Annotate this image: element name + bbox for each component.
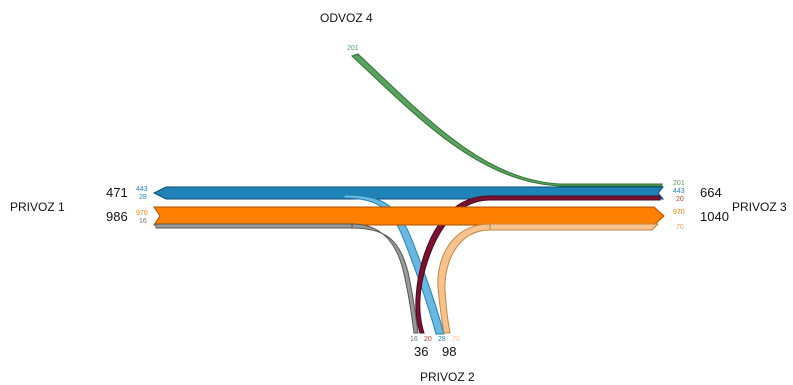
- flow-gray-band: [155, 223, 353, 229]
- flow-label-privoz1-gray: 16: [139, 218, 147, 225]
- total-privoz2-right: 98: [442, 344, 456, 359]
- flow-peach-from-privoz2: [437, 223, 491, 334]
- flow-label-privoz2-gray: 16: [410, 336, 418, 343]
- flow-label-privoz1-orange: 970: [136, 210, 148, 217]
- total-privoz1-in: 986: [106, 209, 128, 224]
- node-label-privoz1: PRIVOZ 1: [10, 200, 65, 214]
- node-label-odvoz4: ODVOZ 4: [320, 11, 373, 25]
- flow-label-privoz2-peach: 70: [452, 336, 460, 343]
- total-privoz1-out: 471: [106, 185, 128, 200]
- flow-label-privoz3-orange: 970: [673, 209, 685, 216]
- flow-label-privoz3-blue: 443: [673, 188, 685, 195]
- flow-label-privoz1-blue2: 28: [139, 194, 147, 201]
- flow-gray-to-privoz2: [351, 223, 419, 334]
- node-label-privoz3: PRIVOZ 3: [732, 200, 787, 214]
- flow-label-odvoz4: 201: [347, 45, 359, 52]
- total-privoz3-bottom: 1040: [700, 209, 729, 224]
- flow-peach-band: [489, 223, 660, 231]
- total-privoz2-left: 36: [414, 344, 428, 359]
- flow-odvoz4-to-privoz3: [351, 53, 663, 187]
- flow-label-privoz3-peach: 70: [676, 224, 684, 231]
- node-label-privoz2: PRIVOZ 2: [420, 370, 475, 384]
- flow-label-privoz3-green: 201: [673, 180, 685, 187]
- flow-label-privoz3-red: 20: [676, 196, 684, 203]
- flow-label-privoz2-blue: 28: [438, 336, 446, 343]
- flow-label-privoz2-maroon: 20: [424, 336, 432, 343]
- flow-privoz1-to-privoz3-orange: [153, 206, 665, 226]
- flow-label-privoz1-blue: 443: [136, 186, 148, 193]
- total-privoz3-top: 664: [700, 185, 722, 200]
